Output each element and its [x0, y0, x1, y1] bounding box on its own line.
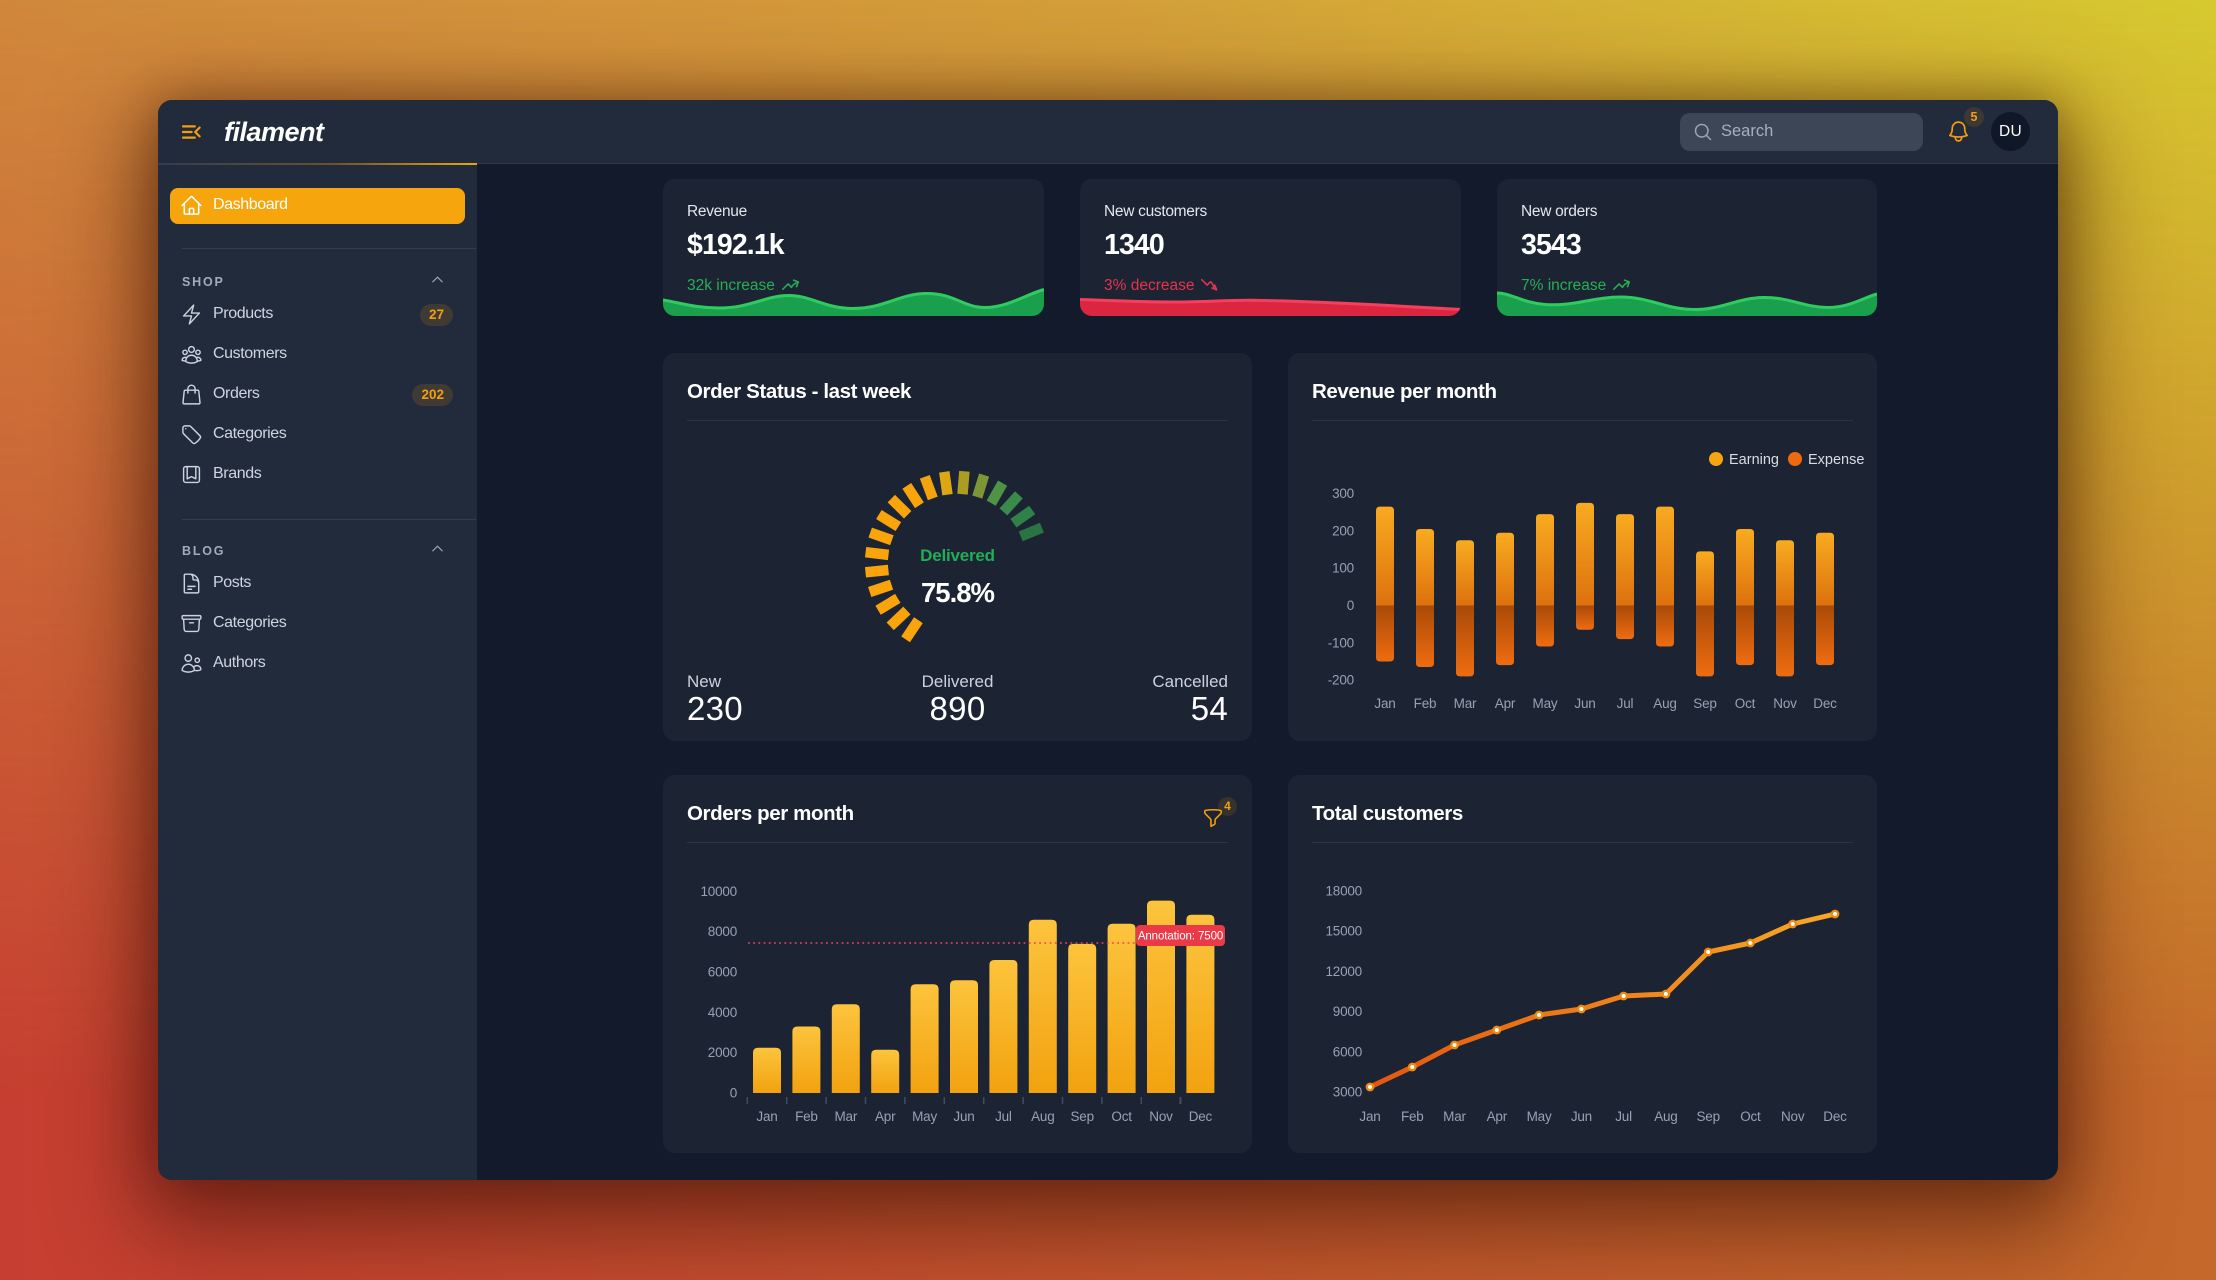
svg-text:Apr: Apr — [1495, 696, 1516, 711]
svg-text:Earning: Earning — [1729, 452, 1779, 468]
svg-text:Dec: Dec — [1813, 696, 1837, 711]
svg-text:May: May — [1527, 1109, 1552, 1124]
svg-text:Apr: Apr — [875, 1109, 896, 1124]
svg-text:Aug: Aug — [1031, 1109, 1054, 1124]
svg-text:Jul: Jul — [1615, 1109, 1632, 1124]
svg-text:Feb: Feb — [1414, 696, 1437, 711]
svg-text:15000: 15000 — [1325, 924, 1362, 939]
svg-text:Annotation: 7500: Annotation: 7500 — [1138, 931, 1223, 943]
svg-text:Dec: Dec — [1823, 1109, 1847, 1124]
svg-text:100: 100 — [1332, 561, 1354, 576]
svg-text:12000: 12000 — [1325, 964, 1362, 979]
svg-text:Apr: Apr — [1487, 1109, 1508, 1124]
svg-text:4000: 4000 — [708, 1005, 737, 1020]
svg-text:Jan: Jan — [1374, 696, 1395, 711]
svg-text:3000: 3000 — [1333, 1085, 1362, 1100]
svg-text:Oct: Oct — [1735, 696, 1756, 711]
svg-text:Jan: Jan — [1359, 1109, 1380, 1124]
svg-text:9000: 9000 — [1333, 1004, 1362, 1019]
svg-text:Jun: Jun — [1571, 1109, 1592, 1124]
svg-text:-200: -200 — [1328, 673, 1354, 688]
svg-text:0: 0 — [730, 1086, 737, 1101]
svg-text:Jul: Jul — [995, 1109, 1012, 1124]
svg-text:Mar: Mar — [1454, 696, 1477, 711]
svg-text:Jun: Jun — [1574, 696, 1595, 711]
svg-text:200: 200 — [1332, 523, 1354, 538]
svg-text:Mar: Mar — [834, 1109, 857, 1124]
svg-text:18000: 18000 — [1325, 884, 1362, 899]
svg-text:Oct: Oct — [1111, 1109, 1132, 1124]
svg-text:Sep: Sep — [1070, 1109, 1093, 1124]
svg-text:May: May — [912, 1109, 937, 1124]
svg-text:Dec: Dec — [1189, 1109, 1213, 1124]
svg-text:2000: 2000 — [708, 1045, 737, 1060]
svg-text:0: 0 — [1347, 598, 1354, 613]
svg-text:Sep: Sep — [1693, 696, 1716, 711]
svg-text:-100: -100 — [1328, 635, 1354, 650]
svg-text:Feb: Feb — [1401, 1109, 1424, 1124]
svg-text:Sep: Sep — [1696, 1109, 1719, 1124]
svg-text:6000: 6000 — [1333, 1044, 1362, 1059]
svg-text:8000: 8000 — [708, 924, 737, 939]
svg-text:Nov: Nov — [1149, 1109, 1173, 1124]
svg-text:Aug: Aug — [1654, 1109, 1677, 1124]
svg-text:10000: 10000 — [700, 884, 737, 899]
svg-text:Oct: Oct — [1740, 1109, 1761, 1124]
svg-text:Jun: Jun — [953, 1109, 974, 1124]
svg-text:Aug: Aug — [1653, 696, 1676, 711]
svg-text:May: May — [1533, 696, 1558, 711]
svg-text:Jan: Jan — [756, 1109, 777, 1124]
svg-text:Nov: Nov — [1773, 696, 1797, 711]
svg-text:Expense: Expense — [1808, 452, 1864, 468]
svg-text:Mar: Mar — [1443, 1109, 1466, 1124]
svg-text:Feb: Feb — [795, 1109, 818, 1124]
svg-text:Jul: Jul — [1617, 696, 1634, 711]
svg-text:300: 300 — [1332, 486, 1354, 501]
svg-text:6000: 6000 — [708, 965, 737, 980]
svg-text:Nov: Nov — [1781, 1109, 1805, 1124]
